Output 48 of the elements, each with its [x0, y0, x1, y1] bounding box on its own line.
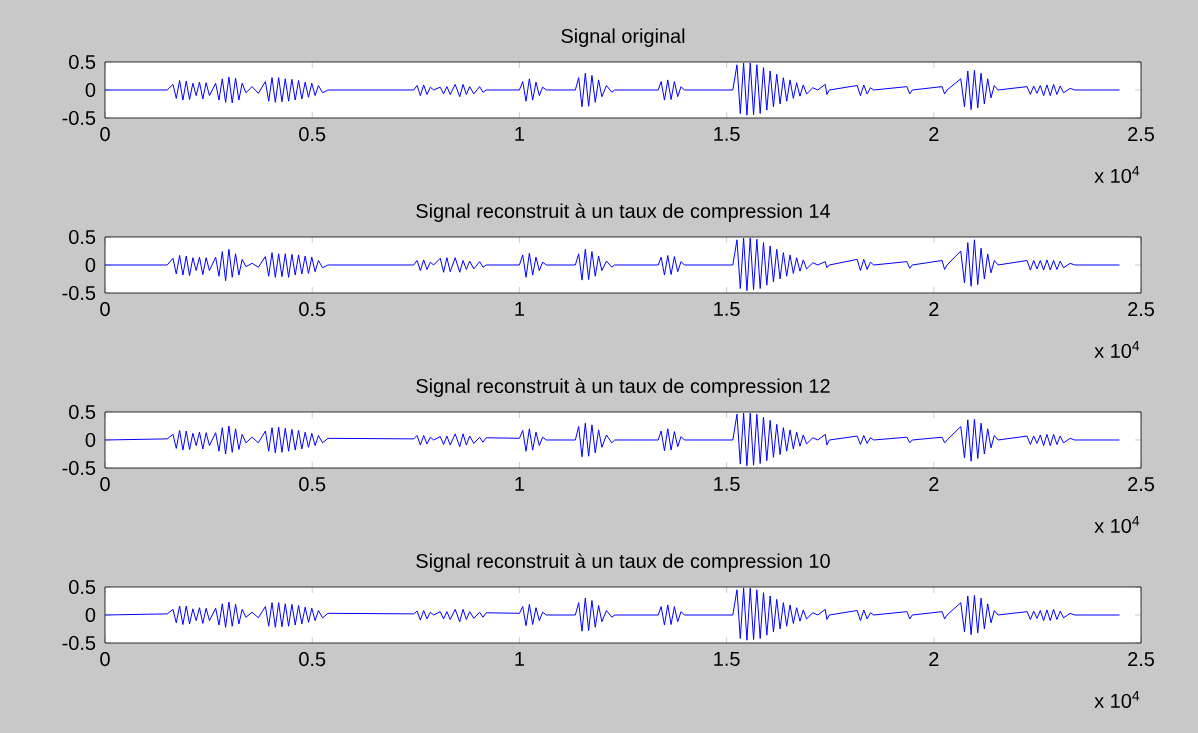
y-tick-label: -0.5	[62, 635, 96, 651]
x-tick-label: 2.5	[1128, 477, 1155, 492]
chart-title: Signal reconstruit à un taux de compression 12	[416, 378, 830, 397]
chart-title: Signal reconstruit à un taux de compression 14	[416, 203, 831, 222]
x-tick-label: 1.5	[714, 477, 740, 491]
x-tick-label: 1.5	[714, 652, 740, 666]
text: x 10$^{4}$	[1094, 340, 1140, 359]
text: x 10$^{4}$	[1094, 516, 1140, 534]
y-tick-label: 0.5	[69, 229, 96, 245]
x-tick-label: 2.5	[1128, 652, 1155, 667]
x-tick-label: 2	[929, 652, 939, 666]
y-tick-label: 0	[85, 257, 96, 273]
chart-title: Signal original	[561, 28, 685, 47]
x-tick-label: 1	[515, 477, 524, 491]
x-tick-label: 2	[929, 127, 939, 141]
x-tick-label: 2.5	[1128, 127, 1155, 142]
x-tick-label: 0.5	[299, 477, 326, 492]
line-series	[104, 412, 1120, 467]
text: x 10$^{4}$	[1094, 165, 1140, 184]
line-series	[104, 587, 1120, 641]
x-tick-label: 1	[515, 652, 524, 666]
chart-title: Signal reconstruit à un taux de compression 10	[416, 553, 830, 572]
x-tick-label: 0	[100, 127, 110, 142]
x-tick-label: 0.5	[299, 302, 326, 317]
x-tick-label: 0	[100, 477, 110, 492]
x-tick-label: 0	[100, 652, 110, 667]
x-tick-label: 2	[929, 477, 939, 491]
y-tick-label: 0.5	[69, 54, 96, 70]
x-tick-label: 1.5	[714, 302, 740, 316]
y-tick-label: 0	[85, 82, 96, 98]
y-tick-label: -0.5	[62, 460, 96, 476]
x-tick-label: 1	[515, 302, 524, 316]
y-tick-label: 0.5	[69, 579, 96, 595]
y-tick-label: 0	[85, 432, 96, 448]
y-tick-label: -0.5	[62, 110, 96, 126]
line-series	[104, 237, 1120, 292]
y-tick-label: 0	[85, 607, 96, 623]
x-tick-label: 0.5	[299, 127, 326, 142]
x-tick-label: 2	[929, 302, 939, 316]
line-series	[104, 62, 1120, 116]
x-tick-label: 1	[515, 127, 524, 141]
x-tick-label: 2.5	[1128, 302, 1155, 317]
text: x 10$^{4}$	[1094, 691, 1140, 709]
x-tick-label: 0	[100, 302, 110, 317]
y-tick-label: -0.5	[62, 285, 96, 301]
x-tick-label: 0.5	[299, 652, 326, 667]
x-tick-label: 1.5	[714, 127, 740, 141]
y-tick-label: 0.5	[69, 404, 96, 420]
